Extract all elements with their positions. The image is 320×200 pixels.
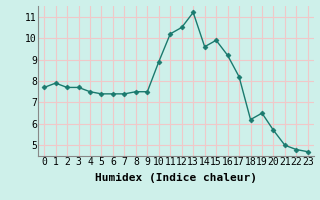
- X-axis label: Humidex (Indice chaleur): Humidex (Indice chaleur): [95, 173, 257, 183]
